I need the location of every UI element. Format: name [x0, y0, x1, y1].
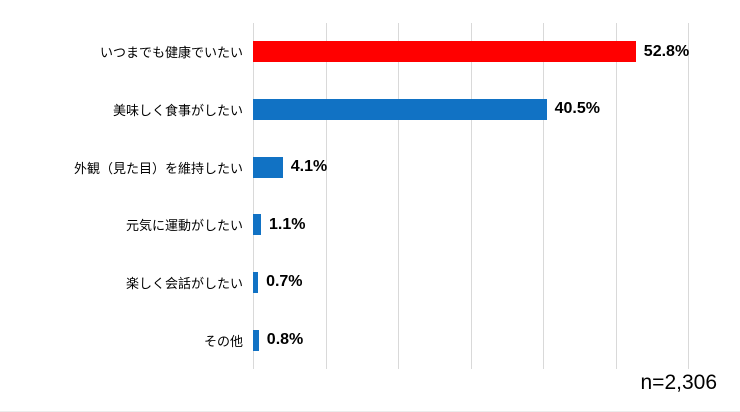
value-label: 0.7%: [266, 273, 303, 291]
value-label: 1.1%: [268, 215, 306, 233]
bar: [253, 41, 636, 63]
category-label: その他: [203, 333, 243, 349]
category-label: 楽しく会話がしたい: [125, 275, 243, 291]
gridline: [615, 23, 617, 369]
bar: [253, 214, 261, 236]
gridline: [543, 23, 544, 369]
gridline: [688, 23, 689, 369]
bar: [253, 156, 283, 178]
category-label: いつまでも健康でいたい: [99, 45, 243, 61]
gridline: [253, 23, 254, 369]
gridline: [470, 23, 472, 369]
value-label: 40.5%: [554, 100, 600, 118]
bar: [253, 99, 547, 120]
bar: [253, 329, 259, 351]
value-label: 4.1%: [290, 158, 328, 176]
value-label: 0.8%: [266, 331, 304, 349]
gridline: [325, 23, 327, 369]
value-label: 52.8%: [643, 42, 690, 60]
category-label: 元気に運動がしたい: [125, 218, 243, 234]
category-label: 美味しく食事がしたい: [112, 102, 243, 118]
gridline: [398, 23, 399, 369]
category-label: 外観（見た目）を維持したい: [73, 160, 243, 176]
bar: [253, 272, 259, 293]
sample-size-note: n=2,306: [640, 371, 718, 394]
